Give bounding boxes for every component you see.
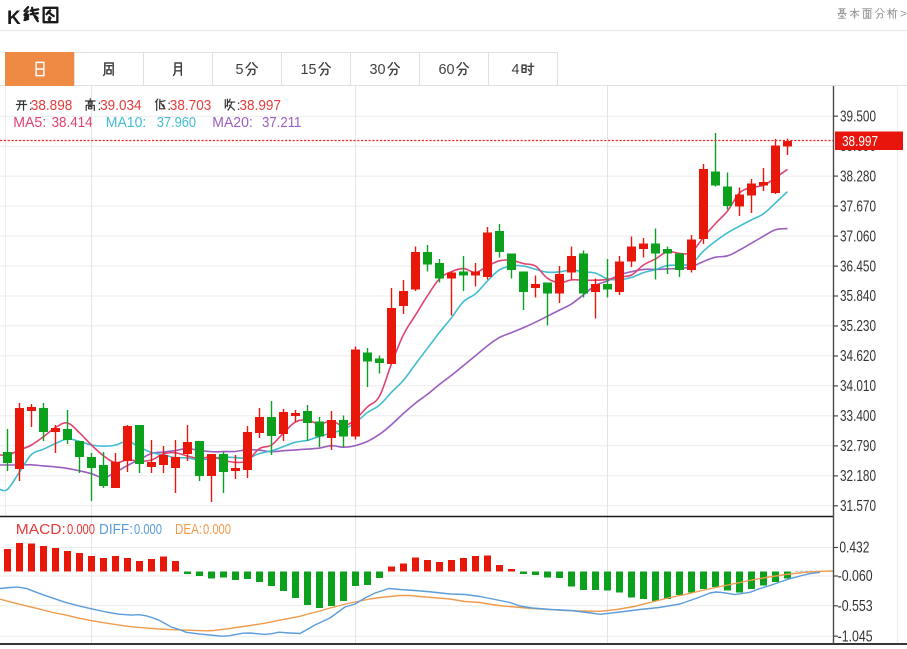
- svg-text:38.997: 38.997: [240, 97, 282, 114]
- svg-text:34.010: 34.010: [840, 378, 876, 395]
- svg-text:39.034: 39.034: [100, 97, 142, 114]
- svg-text:-1.045: -1.045: [838, 628, 873, 645]
- svg-text:30: 30: [370, 62, 386, 78]
- svg-text:MA10:: MA10:: [106, 115, 147, 131]
- svg-text:39.500: 39.500: [840, 108, 876, 125]
- svg-text:0.432: 0.432: [839, 540, 869, 557]
- svg-text:36.450: 36.450: [840, 258, 876, 275]
- svg-text:35.230: 35.230: [840, 318, 876, 335]
- svg-text:-0.553: -0.553: [838, 598, 873, 615]
- svg-text:38.898: 38.898: [31, 97, 73, 114]
- svg-text:32.180: 32.180: [840, 468, 876, 485]
- svg-text:33.400: 33.400: [840, 408, 876, 425]
- svg-text:38.280: 38.280: [840, 168, 876, 185]
- svg-text:MACD:: MACD:: [16, 521, 66, 538]
- svg-text:DEA:: DEA:: [175, 521, 202, 538]
- svg-text:>: >: [900, 7, 907, 21]
- svg-text:4: 4: [512, 62, 520, 78]
- svg-text:38.997: 38.997: [842, 133, 878, 150]
- svg-text:37.211: 37.211: [262, 114, 301, 131]
- svg-text::: :: [167, 97, 171, 113]
- svg-text:MA20:: MA20:: [212, 115, 253, 131]
- svg-text:37.670: 37.670: [840, 198, 876, 215]
- svg-text:37.060: 37.060: [840, 228, 876, 245]
- svg-text:34.620: 34.620: [840, 348, 876, 365]
- svg-text::: :: [237, 97, 241, 113]
- svg-text:-0.060: -0.060: [838, 568, 873, 585]
- svg-text::: :: [29, 97, 33, 113]
- svg-text:0.000: 0.000: [203, 521, 231, 538]
- svg-text:K: K: [7, 8, 21, 29]
- svg-text:35.840: 35.840: [840, 288, 876, 305]
- svg-text:31.570: 31.570: [840, 498, 876, 515]
- svg-text:0.000: 0.000: [134, 521, 162, 538]
- svg-text:38.703: 38.703: [170, 97, 212, 114]
- svg-text:38.414: 38.414: [52, 114, 93, 131]
- svg-text:60: 60: [439, 62, 455, 78]
- svg-text:37.960: 37.960: [157, 114, 196, 131]
- svg-text:DIFF:: DIFF:: [99, 521, 133, 538]
- svg-text:5: 5: [236, 62, 244, 78]
- svg-text:0.000: 0.000: [67, 521, 95, 538]
- svg-text:32.790: 32.790: [840, 438, 876, 455]
- svg-text:15: 15: [301, 62, 317, 78]
- svg-text::: :: [98, 97, 102, 113]
- svg-text:MA5:: MA5:: [13, 115, 46, 131]
